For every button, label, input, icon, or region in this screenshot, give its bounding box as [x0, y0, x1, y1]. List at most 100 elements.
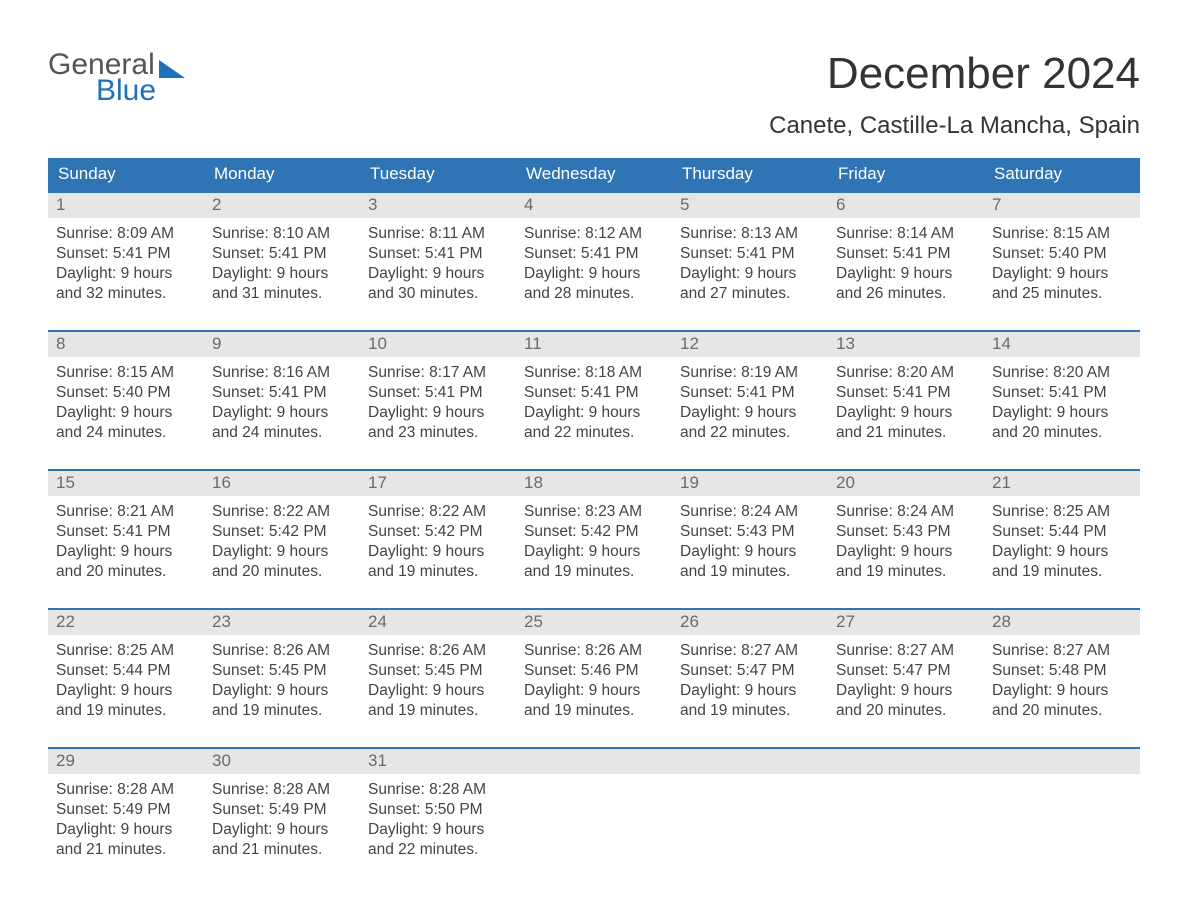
sunrise-line: Sunrise: 8:28 AM — [56, 780, 196, 800]
sunrise-line: Sunrise: 8:26 AM — [524, 641, 664, 661]
daylight-line: Daylight: 9 hours and 23 minutes. — [368, 403, 508, 443]
sunset-line: Sunset: 5:42 PM — [368, 522, 508, 542]
day-cell: Sunrise: 8:16 AMSunset: 5:41 PMDaylight:… — [204, 357, 360, 451]
sunrise-line: Sunrise: 8:14 AM — [836, 224, 976, 244]
day-number: 27 — [828, 610, 984, 635]
day-cell: Sunrise: 8:27 AMSunset: 5:47 PMDaylight:… — [672, 635, 828, 729]
day-number — [984, 749, 1140, 774]
sunrise-line: Sunrise: 8:18 AM — [524, 363, 664, 383]
daylight-line: Daylight: 9 hours and 20 minutes. — [836, 681, 976, 721]
daylight-line: Daylight: 9 hours and 24 minutes. — [212, 403, 352, 443]
dow-cell: Monday — [204, 158, 360, 191]
day-number: 21 — [984, 471, 1140, 496]
daylight-line: Daylight: 9 hours and 19 minutes. — [836, 542, 976, 582]
title-block: December 2024 Canete, Castille-La Mancha… — [769, 50, 1140, 140]
sunrise-line: Sunrise: 8:23 AM — [524, 502, 664, 522]
day-number: 23 — [204, 610, 360, 635]
week-row: 1234567Sunrise: 8:09 AMSunset: 5:41 PMDa… — [48, 191, 1140, 312]
daylight-line: Daylight: 9 hours and 19 minutes. — [680, 542, 820, 582]
sunrise-line: Sunrise: 8:12 AM — [524, 224, 664, 244]
sunset-line: Sunset: 5:43 PM — [836, 522, 976, 542]
sunrise-line: Sunrise: 8:22 AM — [212, 502, 352, 522]
sunset-line: Sunset: 5:46 PM — [524, 661, 664, 681]
sunset-line: Sunset: 5:47 PM — [680, 661, 820, 681]
daylight-line: Daylight: 9 hours and 19 minutes. — [680, 681, 820, 721]
day-number: 14 — [984, 332, 1140, 357]
day-number: 3 — [360, 193, 516, 218]
day-number — [828, 749, 984, 774]
day-cell: Sunrise: 8:09 AMSunset: 5:41 PMDaylight:… — [48, 218, 204, 312]
sunset-line: Sunset: 5:41 PM — [368, 383, 508, 403]
dow-cell: Thursday — [672, 158, 828, 191]
day-number: 18 — [516, 471, 672, 496]
sunrise-line: Sunrise: 8:09 AM — [56, 224, 196, 244]
day-number: 22 — [48, 610, 204, 635]
sunset-line: Sunset: 5:41 PM — [680, 383, 820, 403]
sunset-line: Sunset: 5:41 PM — [836, 244, 976, 264]
day-cell: Sunrise: 8:12 AMSunset: 5:41 PMDaylight:… — [516, 218, 672, 312]
sunrise-line: Sunrise: 8:11 AM — [368, 224, 508, 244]
day-cell: Sunrise: 8:21 AMSunset: 5:41 PMDaylight:… — [48, 496, 204, 590]
sunset-line: Sunset: 5:41 PM — [680, 244, 820, 264]
sunrise-line: Sunrise: 8:28 AM — [368, 780, 508, 800]
day-cell — [828, 774, 984, 868]
day-number: 19 — [672, 471, 828, 496]
day-cell: Sunrise: 8:11 AMSunset: 5:41 PMDaylight:… — [360, 218, 516, 312]
daylight-line: Daylight: 9 hours and 22 minutes. — [368, 820, 508, 860]
sunset-line: Sunset: 5:41 PM — [524, 383, 664, 403]
daylight-line: Daylight: 9 hours and 22 minutes. — [680, 403, 820, 443]
dow-cell: Saturday — [984, 158, 1140, 191]
daylight-line: Daylight: 9 hours and 30 minutes. — [368, 264, 508, 304]
day-number: 12 — [672, 332, 828, 357]
sunrise-line: Sunrise: 8:25 AM — [56, 641, 196, 661]
day-cell: Sunrise: 8:24 AMSunset: 5:43 PMDaylight:… — [828, 496, 984, 590]
day-number — [516, 749, 672, 774]
day-cell: Sunrise: 8:20 AMSunset: 5:41 PMDaylight:… — [828, 357, 984, 451]
daylight-line: Daylight: 9 hours and 19 minutes. — [56, 681, 196, 721]
daylight-line: Daylight: 9 hours and 20 minutes. — [992, 403, 1132, 443]
sunset-line: Sunset: 5:49 PM — [56, 800, 196, 820]
daylight-line: Daylight: 9 hours and 19 minutes. — [368, 542, 508, 582]
daylight-line: Daylight: 9 hours and 22 minutes. — [524, 403, 664, 443]
day-cell — [672, 774, 828, 868]
sunset-line: Sunset: 5:44 PM — [992, 522, 1132, 542]
sunset-line: Sunset: 5:42 PM — [524, 522, 664, 542]
day-cell: Sunrise: 8:27 AMSunset: 5:48 PMDaylight:… — [984, 635, 1140, 729]
daylight-line: Daylight: 9 hours and 19 minutes. — [992, 542, 1132, 582]
daylight-line: Daylight: 9 hours and 19 minutes. — [212, 681, 352, 721]
sunrise-line: Sunrise: 8:27 AM — [992, 641, 1132, 661]
day-number: 6 — [828, 193, 984, 218]
day-number: 29 — [48, 749, 204, 774]
day-cell: Sunrise: 8:26 AMSunset: 5:45 PMDaylight:… — [204, 635, 360, 729]
daylight-line: Daylight: 9 hours and 26 minutes. — [836, 264, 976, 304]
sunrise-line: Sunrise: 8:27 AM — [836, 641, 976, 661]
day-number: 5 — [672, 193, 828, 218]
day-cell — [984, 774, 1140, 868]
sunset-line: Sunset: 5:50 PM — [368, 800, 508, 820]
weeks-container: 1234567Sunrise: 8:09 AMSunset: 5:41 PMDa… — [48, 191, 1140, 868]
daylight-line: Daylight: 9 hours and 19 minutes. — [368, 681, 508, 721]
day-cell: Sunrise: 8:23 AMSunset: 5:42 PMDaylight:… — [516, 496, 672, 590]
daylight-line: Daylight: 9 hours and 21 minutes. — [212, 820, 352, 860]
daylight-line: Daylight: 9 hours and 24 minutes. — [56, 403, 196, 443]
sunrise-line: Sunrise: 8:16 AM — [212, 363, 352, 383]
daylight-line: Daylight: 9 hours and 20 minutes. — [992, 681, 1132, 721]
day-number — [672, 749, 828, 774]
location-subtitle: Canete, Castille-La Mancha, Spain — [769, 112, 1140, 140]
daylight-line: Daylight: 9 hours and 32 minutes. — [56, 264, 196, 304]
calendar: SundayMondayTuesdayWednesdayThursdayFrid… — [48, 158, 1140, 868]
day-cell: Sunrise: 8:15 AMSunset: 5:40 PMDaylight:… — [48, 357, 204, 451]
sunset-line: Sunset: 5:45 PM — [212, 661, 352, 681]
day-cell: Sunrise: 8:28 AMSunset: 5:49 PMDaylight:… — [48, 774, 204, 868]
day-cell: Sunrise: 8:20 AMSunset: 5:41 PMDaylight:… — [984, 357, 1140, 451]
logo: General Blue — [48, 50, 185, 106]
week-row: 891011121314Sunrise: 8:15 AMSunset: 5:40… — [48, 330, 1140, 451]
day-number: 7 — [984, 193, 1140, 218]
logo-word-blue: Blue — [96, 76, 185, 106]
daylight-line: Daylight: 9 hours and 25 minutes. — [992, 264, 1132, 304]
day-cell: Sunrise: 8:26 AMSunset: 5:45 PMDaylight:… — [360, 635, 516, 729]
sunset-line: Sunset: 5:42 PM — [212, 522, 352, 542]
day-number: 20 — [828, 471, 984, 496]
day-cell — [516, 774, 672, 868]
sunset-line: Sunset: 5:47 PM — [836, 661, 976, 681]
